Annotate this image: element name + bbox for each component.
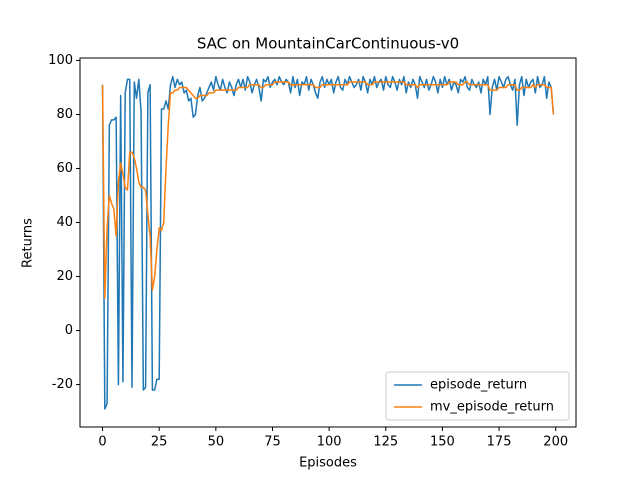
- legend-box: [385, 371, 570, 421]
- plot-frame: [79, 57, 577, 428]
- legend-label: episode_return: [430, 378, 527, 393]
- x-tick-label: 75: [264, 435, 281, 450]
- x-tick-label: 100: [317, 435, 342, 450]
- y-tick-label: 40: [56, 215, 73, 230]
- y-axis-label: Returns: [21, 218, 36, 268]
- y-tick-label: 80: [56, 107, 73, 122]
- y-tick-label: 0: [65, 323, 73, 338]
- y-tick-label: 20: [56, 269, 73, 284]
- x-tick-label: 150: [430, 435, 455, 450]
- x-tick-label: 200: [543, 435, 568, 450]
- chart-title: SAC on MountainCarContinuous-v0: [197, 35, 459, 53]
- x-tick-label: 50: [208, 435, 225, 450]
- x-tick-label: 25: [151, 435, 168, 450]
- x-tick-label: 125: [373, 435, 398, 450]
- y-tick-label: -20: [52, 377, 73, 392]
- x-tick-label: 0: [98, 435, 106, 450]
- x-tick-label: 175: [487, 435, 512, 450]
- legend-label: mv_episode_return: [430, 400, 554, 415]
- y-tick-label: 100: [48, 53, 73, 68]
- line-series: [101, 75, 555, 410]
- x-axis-label: Episodes: [299, 456, 357, 471]
- y-tick-label: 60: [56, 161, 73, 176]
- line-series: [101, 81, 555, 299]
